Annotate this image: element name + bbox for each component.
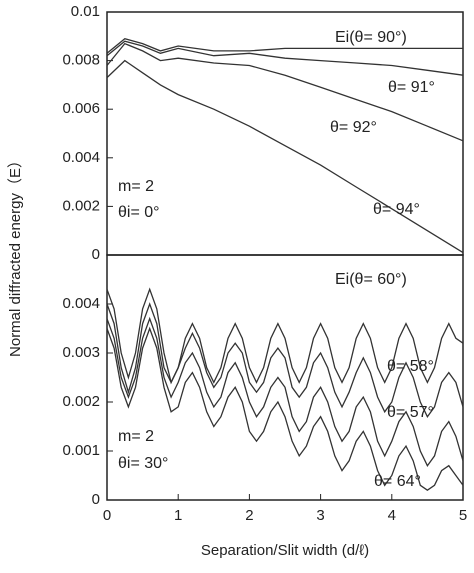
y-tick-label: 0.002 bbox=[62, 197, 100, 214]
y-tick-label: 0.003 bbox=[62, 344, 100, 361]
series-label: θ= 64° bbox=[374, 473, 421, 490]
x-tick-label: 3 bbox=[316, 507, 324, 524]
x-axis-label: Separation/Slit width (d/ℓ) bbox=[201, 542, 369, 559]
y-tick-label: 0.006 bbox=[62, 100, 100, 117]
series-label: θ= 94° bbox=[373, 201, 420, 218]
series-label: Ei(θ= 90°) bbox=[335, 29, 407, 46]
series-label: θ= 92° bbox=[330, 119, 377, 136]
y-tick-label: 0.001 bbox=[62, 442, 100, 459]
series-line bbox=[106, 42, 464, 142]
series-label: θ= 58° bbox=[387, 358, 434, 375]
annotation: θi= 0° bbox=[118, 204, 160, 221]
x-tick-label: 5 bbox=[459, 507, 467, 524]
y-tick-label: 0 bbox=[92, 246, 100, 263]
annotation: m= 2 bbox=[118, 178, 154, 195]
y-tick-label: 0.008 bbox=[62, 52, 100, 69]
y-tick-label: 0.004 bbox=[62, 295, 100, 312]
series-line bbox=[106, 59, 464, 254]
series-line bbox=[106, 326, 464, 491]
x-tick-label: 1 bbox=[174, 507, 182, 524]
y-axis-label: Normal diffracted energy（E） bbox=[7, 153, 24, 357]
series-label: θ= 57° bbox=[387, 404, 434, 421]
y-tick-label: 0.002 bbox=[62, 393, 100, 410]
y-tick-label: 0.004 bbox=[62, 149, 100, 166]
plot-frame bbox=[106, 254, 464, 501]
y-tick-label: 0 bbox=[92, 491, 100, 508]
series-line bbox=[106, 302, 464, 418]
y-tick-label: 0.01 bbox=[71, 3, 100, 20]
series-line bbox=[106, 316, 464, 467]
annotation: m= 2 bbox=[118, 428, 154, 445]
series-line bbox=[106, 287, 464, 385]
series-label: θ= 91° bbox=[388, 79, 435, 96]
annotation: θi= 30° bbox=[118, 455, 168, 472]
series-line bbox=[106, 37, 463, 54]
x-tick-label: 2 bbox=[245, 507, 253, 524]
series-line bbox=[106, 40, 464, 76]
series-label: Ei(θ= 60°) bbox=[335, 271, 407, 288]
x-tick-label: 4 bbox=[388, 507, 396, 524]
x-tick-label: 0 bbox=[103, 507, 111, 524]
